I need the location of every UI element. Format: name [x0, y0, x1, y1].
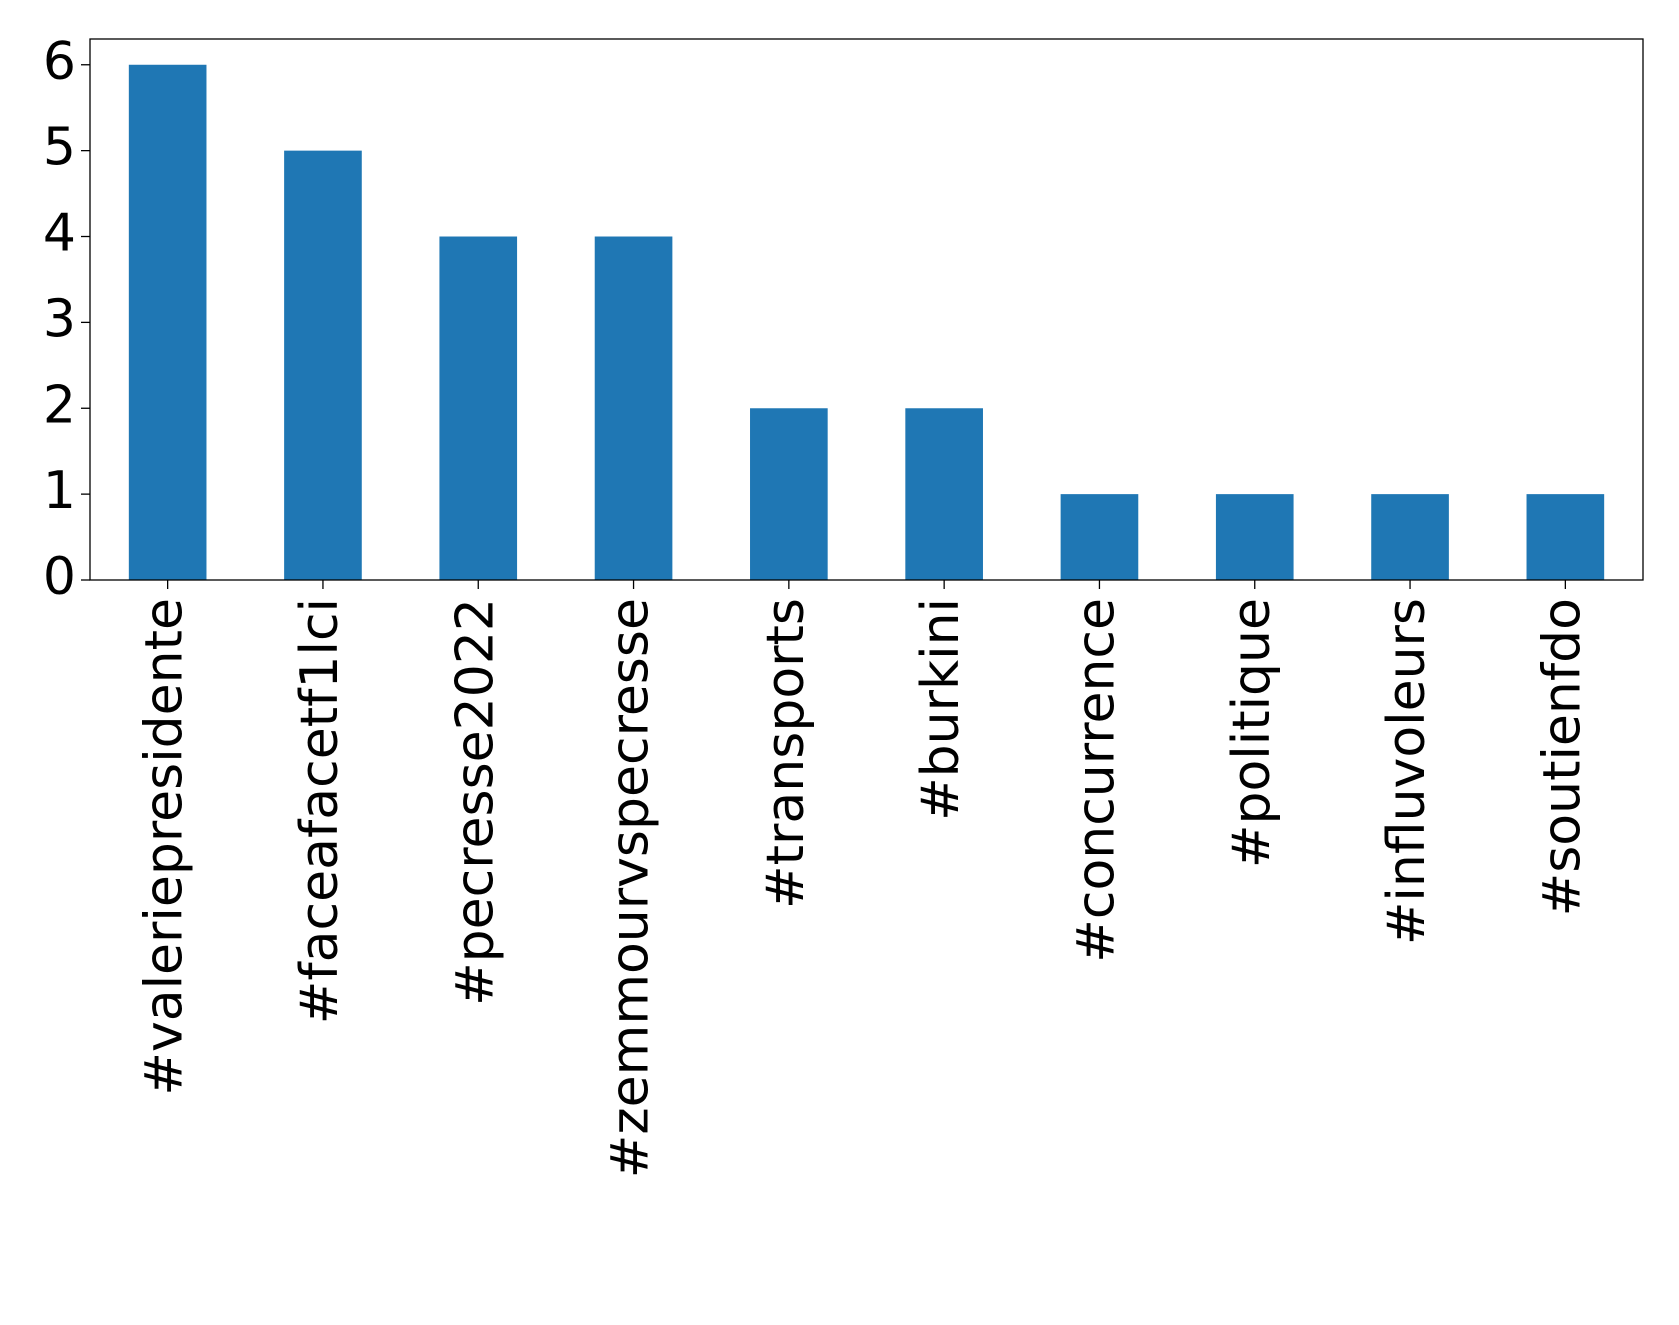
y-tick-label: 3 [43, 289, 76, 349]
x-tick-label: #pecresse2022 [445, 598, 505, 1006]
y-tick-label: 6 [43, 32, 76, 92]
x-tick-label: #concurrence [1066, 598, 1126, 963]
bar [1526, 494, 1605, 580]
bar [1371, 494, 1449, 580]
bar [905, 408, 983, 580]
bar [1060, 494, 1139, 580]
bar [439, 236, 518, 580]
x-tick-label: #zemmourvspecresse [601, 598, 661, 1178]
y-tick-label: 5 [43, 118, 76, 178]
bar [594, 236, 673, 580]
y-tick-label: 0 [43, 547, 76, 607]
y-tick-label: 1 [43, 461, 76, 521]
x-tick-label: #faceafacetf1lci [290, 598, 350, 1024]
x-tick-label: #valeriepresidente [135, 598, 195, 1096]
y-tick-label: 2 [43, 375, 76, 435]
bar [750, 408, 828, 580]
x-tick-label: #influvoleurs [1377, 598, 1437, 945]
x-tick-label: #soutienfdo [1532, 598, 1592, 916]
x-tick-label: #politique [1222, 598, 1282, 868]
x-tick-label: #burkini [911, 598, 971, 821]
plot-frame [89, 38, 1644, 581]
x-tick-label: #transports [756, 598, 816, 909]
bar [284, 150, 362, 580]
y-tick-label: 4 [43, 204, 76, 264]
bar [1215, 494, 1294, 580]
bar [128, 64, 207, 580]
